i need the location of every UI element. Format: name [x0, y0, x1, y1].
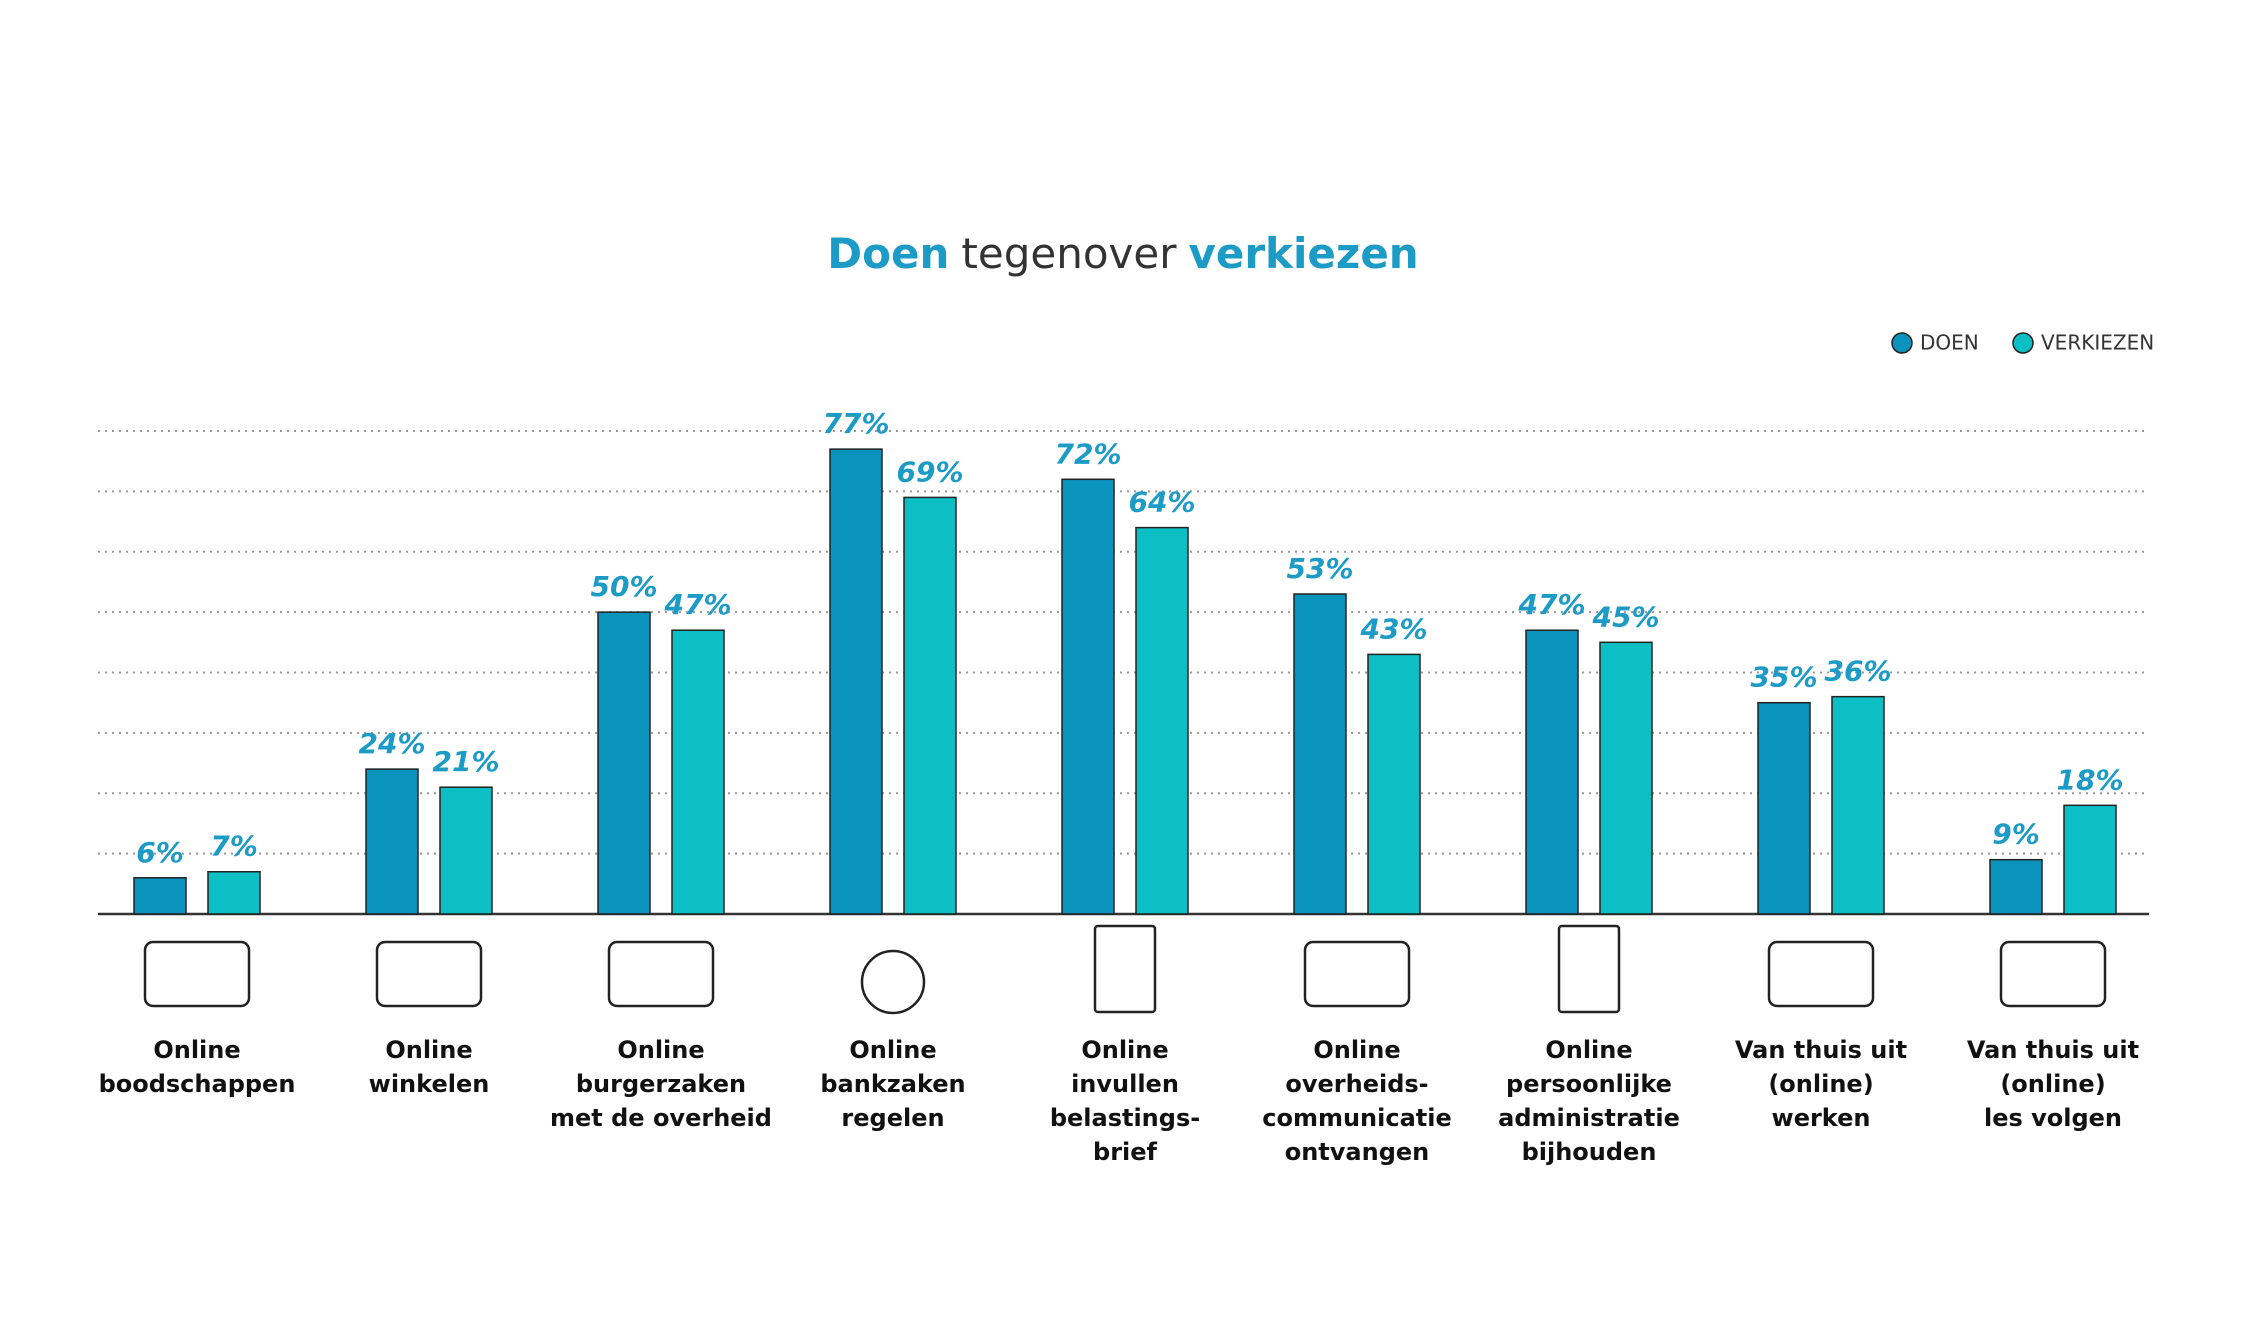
- bar: [1367, 653, 1421, 915]
- title-part: tegenover: [961, 229, 1177, 278]
- value-label: 72%: [1054, 437, 1121, 470]
- value-label: 21%: [432, 745, 499, 778]
- x-tick-label: Online: [849, 1036, 936, 1064]
- legend-label: VERKIEZEN: [2041, 331, 2154, 355]
- x-tick-label: ontvangen: [1285, 1138, 1430, 1166]
- category-icon: [607, 940, 715, 1008]
- legend-swatch: [1891, 332, 1913, 354]
- bar: [1293, 593, 1347, 915]
- x-tick-label: belastings-: [1050, 1104, 1200, 1132]
- value-label: 9%: [1992, 818, 2040, 851]
- icon-shape: [1303, 940, 1411, 1008]
- value-label: 43%: [1359, 612, 1427, 645]
- value-label: 77%: [822, 407, 889, 440]
- icon-shape: [1767, 940, 1875, 1008]
- x-tick-label: communicatie: [1262, 1104, 1452, 1132]
- title-part: verkiezen: [1188, 229, 1418, 278]
- category-icon: [1767, 940, 1875, 1008]
- x-tick-label: invullen: [1071, 1070, 1179, 1098]
- value-label: 18%: [2056, 763, 2123, 796]
- icon-shape: [860, 949, 926, 1015]
- value-label: 47%: [1517, 588, 1585, 621]
- bar: [1061, 478, 1115, 915]
- bar: [439, 786, 493, 915]
- bar: [207, 870, 261, 915]
- category-icon: [1557, 924, 1621, 1014]
- bar: [1525, 629, 1579, 915]
- x-tick-label: Online: [617, 1036, 704, 1064]
- bar: [671, 629, 725, 915]
- bar: [1135, 526, 1189, 915]
- icon-shape: [375, 940, 483, 1008]
- value-label: 6%: [136, 836, 184, 869]
- legend-label: DOEN: [1920, 331, 1979, 355]
- value-label: 69%: [896, 455, 963, 488]
- value-label: 24%: [358, 727, 425, 760]
- value-label: 7%: [210, 830, 258, 863]
- bar: [1599, 641, 1653, 915]
- bar: [133, 877, 187, 915]
- bar: [365, 768, 419, 915]
- x-tick-label: Online: [153, 1036, 240, 1064]
- category-icon: [1093, 924, 1157, 1014]
- bar: [1757, 701, 1811, 915]
- x-tick-label: persoonlijke: [1506, 1070, 1672, 1098]
- category-icon: [1303, 940, 1411, 1008]
- value-label: 53%: [1286, 552, 1353, 585]
- x-tick-label: burgerzaken: [576, 1070, 746, 1098]
- x-tick-label: regelen: [841, 1104, 944, 1132]
- x-tick-label: bijhouden: [1522, 1138, 1657, 1166]
- x-tick-label: boodschappen: [99, 1070, 296, 1098]
- icon-shape: [1557, 924, 1621, 1014]
- category-icon: [1999, 940, 2107, 1008]
- bar: [1989, 858, 2043, 915]
- bar: [2063, 804, 2117, 915]
- x-tick-label: (online): [1768, 1070, 1873, 1098]
- bar: [829, 448, 883, 915]
- category-icon: [860, 949, 926, 1015]
- x-tick-label: overheids-: [1285, 1070, 1428, 1098]
- value-label: 50%: [590, 570, 657, 603]
- bar: [1831, 695, 1885, 915]
- x-tick-label: Online: [385, 1036, 472, 1064]
- bar: [903, 496, 957, 915]
- x-tick-label: (online): [2000, 1070, 2105, 1098]
- x-tick-label: les volgen: [1984, 1104, 2122, 1132]
- value-label: 35%: [1750, 661, 1817, 694]
- x-tick-label: Van thuis uit: [1967, 1036, 2139, 1064]
- x-tick-label: brief: [1093, 1138, 1158, 1166]
- value-label: 64%: [1128, 486, 1195, 519]
- x-tick-label: bankzaken: [820, 1070, 965, 1098]
- legend-swatch: [2012, 332, 2034, 354]
- category-icon: [375, 940, 483, 1008]
- bar: [597, 611, 651, 915]
- icon-shape: [1093, 924, 1157, 1014]
- icon-shape: [1999, 940, 2107, 1008]
- title-part: Doen: [827, 229, 949, 278]
- value-label: 36%: [1824, 655, 1891, 688]
- x-tick-label: met de overheid: [550, 1104, 772, 1132]
- icon-shape: [607, 940, 715, 1008]
- x-tick-label: Van thuis uit: [1735, 1036, 1907, 1064]
- category-icon: [143, 940, 251, 1008]
- x-tick-label: winkelen: [369, 1070, 490, 1098]
- icon-shape: [143, 940, 251, 1008]
- x-tick-label: Online: [1313, 1036, 1400, 1064]
- value-label: 45%: [1591, 600, 1659, 633]
- x-tick-label: Online: [1545, 1036, 1632, 1064]
- x-tick-label: Online: [1081, 1036, 1168, 1064]
- value-label: 47%: [663, 588, 731, 621]
- x-tick-label: administratie: [1498, 1104, 1680, 1132]
- x-tick-label: werken: [1772, 1104, 1871, 1132]
- chart-title: Doen tegenover verkiezen: [827, 229, 1418, 278]
